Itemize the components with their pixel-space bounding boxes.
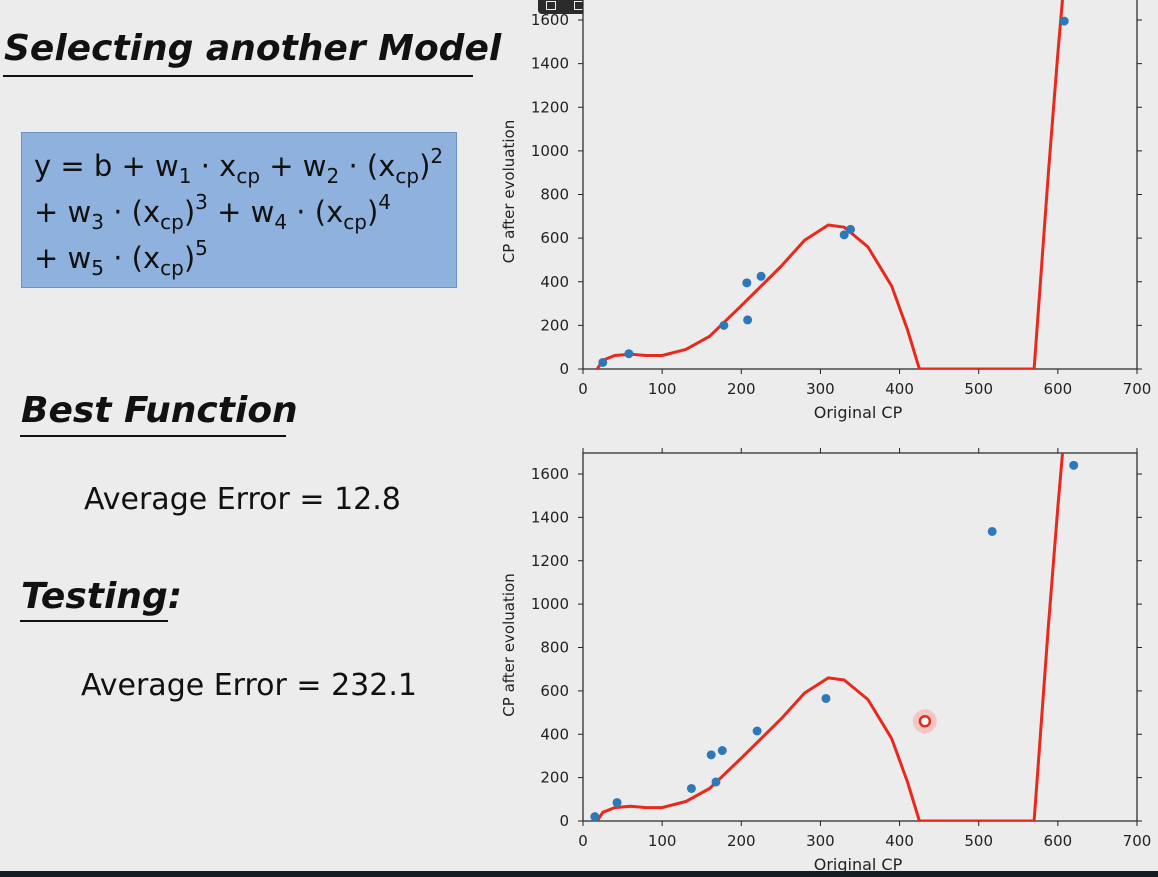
data-point: [711, 777, 721, 787]
y-tick-label: 800: [540, 639, 569, 657]
x-tick-label: 600: [1044, 380, 1073, 398]
x-tick-label: 200: [727, 832, 756, 850]
y-tick-label: 0: [559, 360, 569, 378]
x-tick-label: 400: [885, 380, 914, 398]
x-tick-label: 700: [1123, 380, 1152, 398]
formula-line-3: + w5 · (xcp)5: [34, 236, 208, 280]
data-point: [612, 798, 622, 808]
y-tick-label: 1400: [531, 508, 569, 526]
title-underline: [3, 75, 473, 77]
y-tick-label: 0: [559, 812, 569, 830]
x-tick-label: 100: [648, 380, 677, 398]
x-tick-label: 300: [806, 380, 835, 398]
plot-frame: [582, 0, 1138, 370]
model-curve: [595, 0, 1064, 369]
testing-heading: Testing:: [21, 576, 183, 617]
x-tick-label: 300: [806, 832, 835, 850]
data-point: [743, 315, 753, 325]
y-tick-label: 600: [540, 682, 569, 700]
testing-underline: [20, 620, 168, 622]
data-point: [719, 320, 729, 330]
y-tick-label: 1600: [531, 11, 569, 29]
window-icon[interactable]: [546, 1, 556, 10]
best-function-heading: Best Function: [21, 390, 298, 431]
y-tick-label: 400: [540, 273, 569, 291]
data-point: [987, 526, 997, 536]
x-tick-label: 500: [964, 380, 993, 398]
best-function-underline: [20, 435, 286, 437]
y-axis-label: CP after evoluation: [500, 573, 518, 716]
y-tick-label: 200: [540, 769, 569, 787]
x-axis-label: Original CP: [814, 855, 903, 874]
x-tick-label: 600: [1044, 832, 1073, 850]
train-average-error: Average Error = 12.8: [84, 482, 401, 517]
data-point: [839, 230, 849, 240]
y-tick-label: 1000: [531, 142, 569, 160]
y-tick-label: 600: [540, 229, 569, 247]
x-tick-label: 0: [578, 380, 588, 398]
x-tick-label: 500: [964, 832, 993, 850]
y-tick-label: 1400: [531, 55, 569, 73]
slide-title: Selecting another Model: [4, 28, 502, 69]
y-tick-label: 1200: [531, 552, 569, 570]
y-tick-label: 400: [540, 725, 569, 743]
data-point: [742, 278, 752, 288]
model-curve: [595, 453, 1065, 821]
y-tick-label: 800: [540, 186, 569, 204]
formula-line-2: + w3 · (xcp)3 + w4 · (xcp)4: [34, 190, 391, 234]
data-point: [756, 271, 766, 281]
data-point: [598, 357, 608, 367]
x-tick-label: 0: [578, 832, 588, 850]
data-point: [1069, 460, 1079, 470]
x-tick-label: 700: [1123, 832, 1152, 850]
x-tick-label: 200: [727, 380, 756, 398]
plot-frame: [582, 452, 1138, 822]
data-point: [717, 746, 727, 756]
y-tick-label: 1600: [531, 465, 569, 483]
y-tick-label: 200: [540, 316, 569, 334]
data-point: [706, 750, 716, 760]
bottom-strip: [0, 871, 1158, 877]
test-average-error: Average Error = 232.1: [81, 668, 417, 703]
chart-1: 0 100 200 300 400 500 600 700 0 200 400 600 800 1000 1…: [500, 0, 1151, 422]
y-axis-label: CP after evoluation: [500, 120, 518, 263]
formula-line-1: y = b + w1 · xcp + w2 · (xcp)2: [34, 144, 444, 188]
data-point: [752, 726, 762, 736]
chart-2: 0 100 200 300 400 500 600 700 0 200 400 600 800 1000 1…: [500, 448, 1151, 874]
x-tick-label: 400: [885, 832, 914, 850]
x-tick-label: 100: [648, 832, 677, 850]
highlight-point: [918, 714, 932, 728]
data-point: [686, 783, 696, 793]
y-tick-label: 1000: [531, 595, 569, 613]
x-axis-label: Original CP: [814, 403, 903, 422]
y-tick-label: 1200: [531, 98, 569, 116]
data-point: [590, 812, 600, 822]
data-point: [846, 224, 856, 234]
model-formula-box: y = b + w1 · xcp + w2 · (xcp)2 + w3 · (x…: [21, 132, 457, 288]
data-point: [624, 349, 634, 359]
data-point: [821, 693, 831, 703]
data-point: [1059, 16, 1069, 26]
